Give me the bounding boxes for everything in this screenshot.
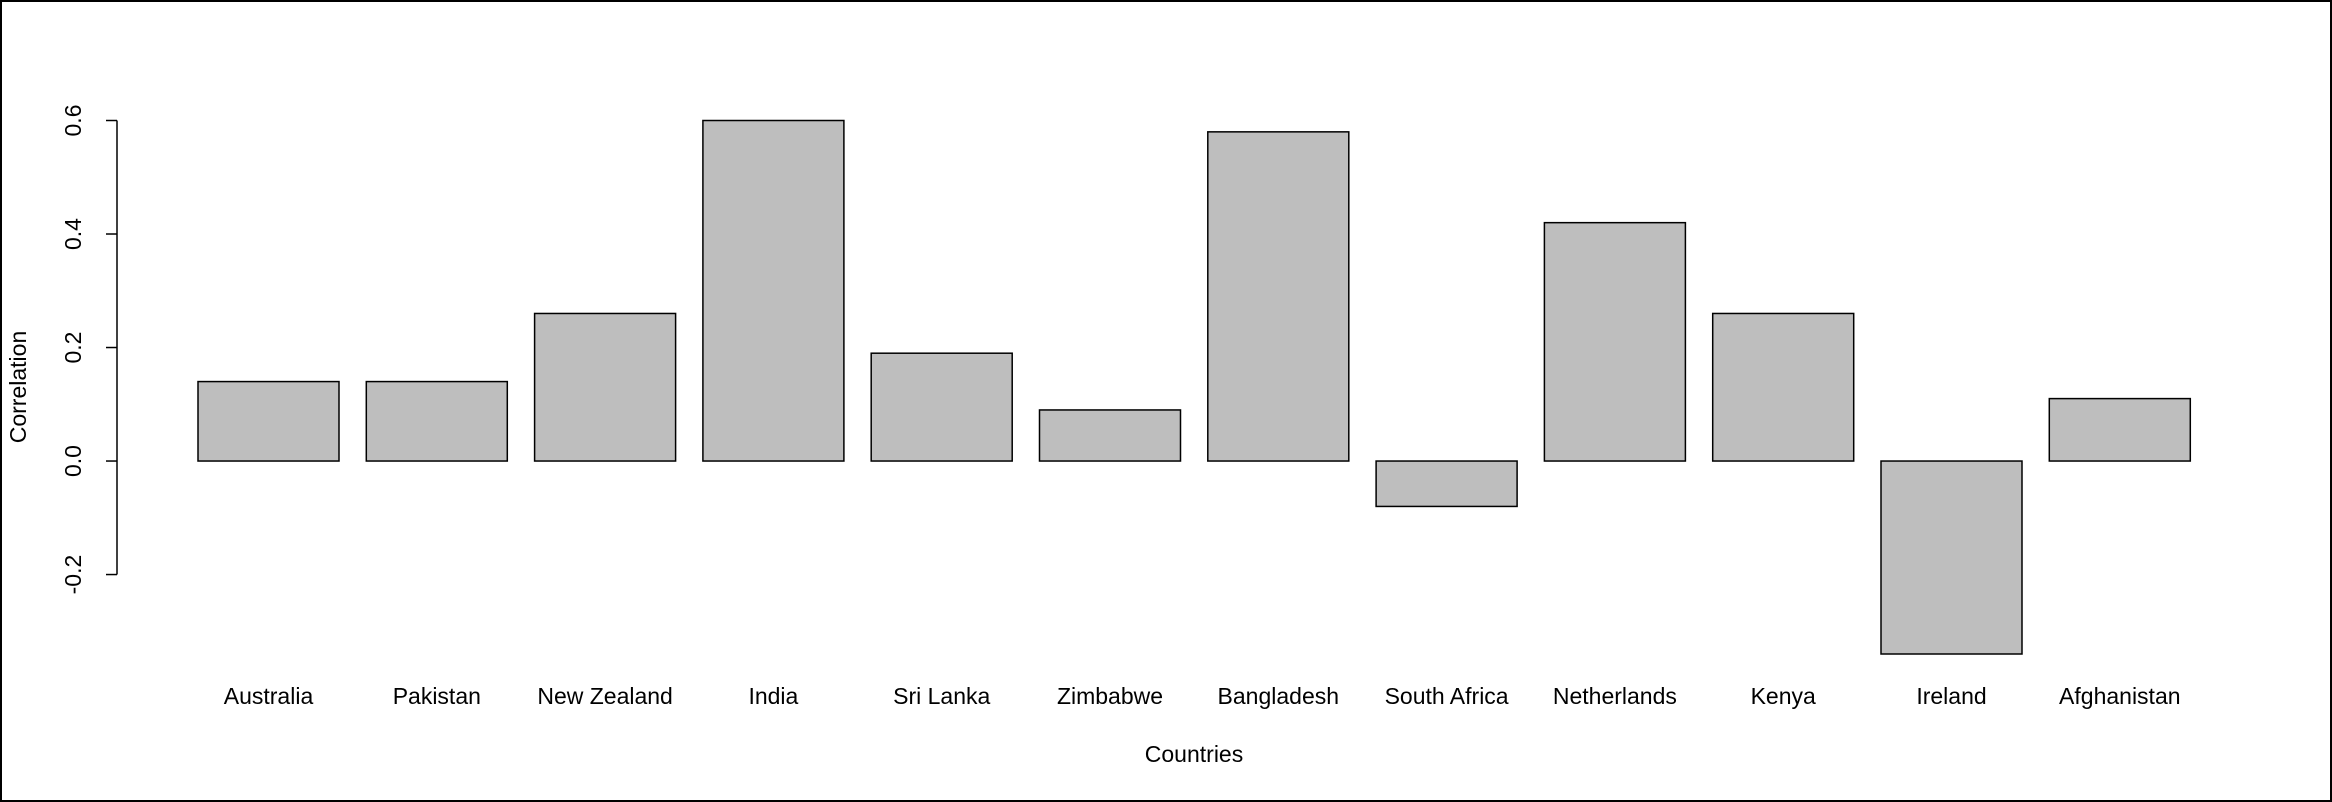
y-axis-title: Correlation [5,331,31,444]
y-tick-label: 0.0 [60,445,86,477]
bar [702,119,845,462]
bar [2048,397,2192,462]
bar [1880,460,2023,655]
x-tick-label: Bangladesh [1218,683,1340,709]
x-tick-label: Netherlands [1553,683,1677,709]
x-tick-label: Kenya [1751,683,1816,709]
bar [533,312,677,462]
bar [1207,131,1350,462]
x-tick-label: New Zealand [537,683,673,709]
bar [1711,312,1855,462]
bar [870,352,1013,462]
x-tick-label: South Africa [1385,683,1509,709]
x-tick-label: Afghanistan [2059,683,2180,709]
bar [1038,409,1182,462]
x-tick-label: Ireland [1916,683,1986,709]
bar [1543,221,1687,462]
bar [1375,460,1518,508]
bar [365,380,509,462]
y-tick-label: 0.2 [60,332,86,364]
x-tick-label: Zimbabwe [1057,683,1163,709]
y-tick-label: 0.6 [60,105,86,137]
bar [197,380,340,462]
y-tick-label: 0.4 [60,218,86,250]
x-tick-label: Sri Lanka [893,683,990,709]
x-tick-label: Pakistan [393,683,481,709]
x-tick-label: India [748,683,798,709]
y-tick-label: -0.2 [60,555,86,595]
x-tick-label: Australia [224,683,314,709]
x-axis-title: Countries [1145,741,1243,767]
